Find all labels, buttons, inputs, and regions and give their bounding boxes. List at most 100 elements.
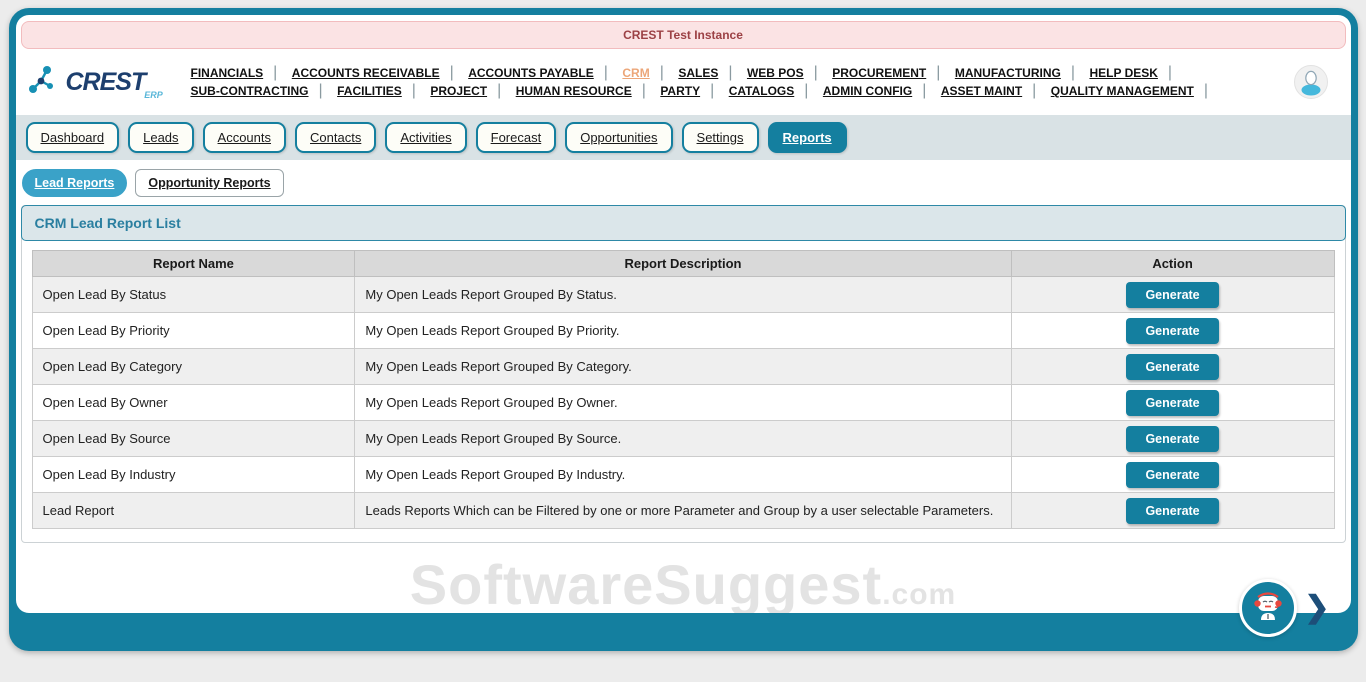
nav-separator: | [1032, 82, 1037, 99]
module-tab[interactable]: Forecast [475, 122, 557, 153]
watermark-suffix: .com [882, 578, 957, 611]
nav-link[interactable]: FINANCIALS [190, 66, 264, 80]
report-name-cell: Open Lead By Industry [31, 456, 356, 493]
nav-link[interactable]: CRM [622, 66, 650, 80]
nav-link[interactable]: WEB POS [746, 66, 804, 80]
report-description-cell: My Open Leads Report Grouped By Source. [354, 420, 1012, 457]
chatbot-icon [1254, 592, 1283, 620]
table-row: Open Lead By Source My Open Leads Report… [31, 420, 1335, 457]
module-tabstrip: Dashboard Leads Accounts Contacts Activi… [15, 115, 1351, 160]
watermark-main: SoftwareSuggest [409, 553, 883, 613]
nav-separator: | [641, 82, 646, 99]
report-name-cell: Open Lead By Owner [31, 384, 356, 421]
nav-link[interactable]: SALES [678, 66, 719, 80]
module-tab[interactable]: Settings [681, 122, 759, 153]
generate-button[interactable]: Generate [1126, 389, 1219, 416]
module-tab[interactable]: Dashboard [25, 122, 120, 153]
nav-row-1: FINANCIALS | ACCOUNTS RECEIVABLE | ACCOUNT… [191, 64, 1286, 82]
nav-separator: | [1203, 82, 1209, 99]
nav-separator: | [710, 82, 715, 99]
header: CREST ERP FINANCIALS | ACCOUNTS RECEIVABL… [21, 49, 1346, 113]
user-avatar[interactable] [1293, 65, 1328, 99]
action-cell: Generate [1010, 312, 1335, 349]
nav-link[interactable]: FACILITIES [337, 84, 402, 98]
nav-link[interactable]: ASSET MAINT [940, 84, 1023, 98]
report-description-cell: My Open Leads Report Grouped By Priority… [354, 312, 1012, 349]
app-frame: CREST Test Instance CREST ERP [8, 8, 1358, 651]
nav-separator: | [728, 64, 733, 81]
action-cell: Generate [1010, 384, 1335, 421]
logo-suffix-text: ERP [144, 89, 163, 100]
module-tab[interactable]: Activities [385, 122, 467, 153]
nav-link[interactable]: ACCOUNTS RECEIVABLE [291, 66, 440, 80]
generate-button[interactable]: Generate [1126, 281, 1219, 308]
nav-separator: | [1167, 64, 1173, 81]
nav-row-2: SUB-CONTRACTING | FACILITIES | PROJECT | HU… [191, 82, 1286, 100]
report-description-cell: My Open Leads Report Grouped By Owner. [354, 384, 1012, 421]
nav-separator: | [659, 64, 664, 81]
nav-link[interactable]: PROCUREMENT [832, 66, 927, 80]
nav-link[interactable]: PROJECT [430, 84, 488, 98]
chatbot-button[interactable] [1239, 579, 1298, 637]
nav-link[interactable]: ACCOUNTS PAYABLE [468, 66, 594, 80]
nav-link[interactable]: HELP DESK [1089, 66, 1158, 80]
generate-button[interactable]: Generate [1126, 425, 1219, 452]
module-tab[interactable]: Contacts [295, 122, 377, 153]
nav-link[interactable]: HUMAN RESOURCE [515, 84, 632, 98]
action-cell: Generate [1010, 420, 1335, 457]
table-row: Open Lead By Category My Open Leads Repo… [31, 348, 1335, 385]
table-row: Open Lead By Owner My Open Leads Report … [31, 384, 1335, 421]
action-cell: Generate [1010, 456, 1335, 493]
crest-erp-logo[interactable]: CREST ERP [27, 63, 179, 102]
col-report-name: Report Name [31, 250, 356, 277]
table-row: Open Lead By Status My Open Leads Report… [31, 276, 1335, 313]
chat-widget: ❯ [1239, 579, 1330, 637]
generate-button[interactable]: Generate [1126, 461, 1219, 488]
nav-separator: | [922, 82, 927, 99]
action-cell: Generate [1010, 492, 1335, 529]
nav-separator: | [813, 64, 818, 81]
softwaresuggest-watermark: SoftwareSuggest.com [21, 557, 1346, 613]
nav-separator: | [603, 64, 608, 81]
generate-button[interactable]: Generate [1126, 353, 1219, 380]
col-action: Action [1010, 250, 1335, 277]
report-name-cell: Open Lead By Category [31, 348, 356, 385]
logo-network-icon [27, 63, 63, 102]
app-window: CREST Test Instance CREST ERP [15, 15, 1351, 613]
report-subtab[interactable]: Opportunity Reports [135, 169, 284, 197]
nav-separator: | [936, 64, 941, 81]
nav-separator: | [318, 82, 323, 99]
logo-brand-text: CREST [65, 67, 147, 96]
test-instance-banner: CREST Test Instance [20, 21, 1346, 49]
report-name-cell: Lead Report [31, 492, 356, 529]
generate-button[interactable]: Generate [1126, 497, 1219, 524]
nav-separator: | [497, 82, 502, 99]
nav-link[interactable]: MANUFACTURING [954, 66, 1061, 80]
nav-separator: | [449, 64, 454, 81]
nav-link[interactable]: SUB-CONTRACTING [190, 84, 309, 98]
report-name-cell: Open Lead By Status [31, 276, 356, 313]
module-tab[interactable]: Accounts [202, 122, 287, 153]
col-report-description: Report Description [354, 250, 1012, 277]
nav-link[interactable]: QUALITY MANAGEMENT [1050, 84, 1194, 98]
lead-report-panel: CRM Lead Report List Report Name Report … [20, 205, 1346, 543]
nav-link[interactable]: ADMIN CONFIG [822, 84, 913, 98]
chat-expand-chevron-icon[interactable]: ❯ [1304, 591, 1330, 624]
report-table-wrap: Report Name Report Description Action Op… [31, 250, 1335, 529]
module-tab[interactable]: Reports [767, 122, 847, 153]
report-subtab[interactable]: Lead Reports [21, 169, 128, 197]
module-tab[interactable]: Leads [128, 122, 194, 153]
report-description-cell: My Open Leads Report Grouped By Industry… [354, 456, 1012, 493]
generate-button[interactable]: Generate [1126, 317, 1219, 344]
nav-separator: | [1070, 64, 1075, 81]
nav-link[interactable]: PARTY [660, 84, 701, 98]
user-icon [1301, 70, 1320, 96]
report-name-cell: Open Lead By Priority [31, 312, 356, 349]
nav-link[interactable]: CATALOGS [728, 84, 795, 98]
nav-separator: | [411, 82, 416, 99]
table-header-row: Report Name Report Description Action [31, 250, 1335, 277]
report-name-cell: Open Lead By Source [31, 420, 356, 457]
report-description-cell: My Open Leads Report Grouped By Status. [354, 276, 1012, 313]
nav-separator: | [804, 82, 809, 99]
module-tab[interactable]: Opportunities [565, 122, 673, 153]
